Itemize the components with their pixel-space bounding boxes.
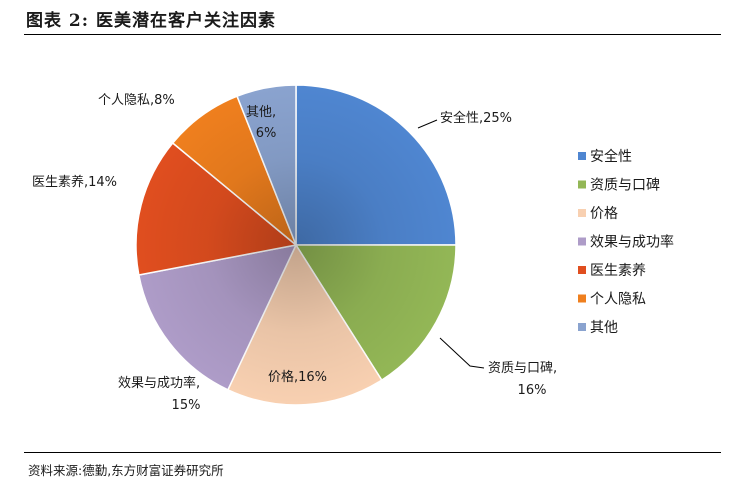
source-note: 资料来源:德勤,东方财富证券研究所 xyxy=(28,463,224,478)
legend-swatch-7 xyxy=(578,323,586,331)
legend-label-1: 安全性 xyxy=(590,148,632,165)
slice-label-value-4: 15% xyxy=(172,398,201,413)
legend-swatch-5 xyxy=(578,266,586,274)
slice-label-7: 其他, xyxy=(246,105,276,120)
legend-label-2: 资质与口碑 xyxy=(590,178,660,194)
legend-swatch-6 xyxy=(578,294,586,303)
slice-label-value-2: 16% xyxy=(518,383,547,398)
slice-label-3: 价格,16% xyxy=(268,369,327,385)
leader-line-2 xyxy=(439,337,485,369)
slice-label-4: 效果与成功率, xyxy=(118,375,200,391)
legend-label-4: 效果与成功率 xyxy=(590,234,674,251)
leader-line-1 xyxy=(417,119,438,129)
bottom-rule xyxy=(24,452,721,453)
legend-label-6: 个人隐私 xyxy=(590,292,646,308)
legend-label-5: 医生素养 xyxy=(590,263,646,279)
slice-label-2: 资质与口碑, xyxy=(488,360,557,376)
legend-label-3: 价格 xyxy=(590,206,618,222)
slice-label-5: 医生素养,14% xyxy=(32,174,117,190)
legend-swatch-3 xyxy=(578,209,586,217)
figure-title: 图表 2: 医美潜在客户关注因素 xyxy=(26,11,276,31)
legend-swatch-1 xyxy=(578,152,586,160)
pie-slice-1 xyxy=(295,84,457,246)
slice-label-6: 个人隐私,8% xyxy=(98,93,175,108)
legend-swatch-2 xyxy=(578,180,586,189)
legend-label-7: 其他 xyxy=(590,320,618,336)
slice-label-value-7: 6% xyxy=(256,126,277,141)
top-rule xyxy=(24,34,721,35)
slice-label-1: 安全性,25% xyxy=(440,110,512,126)
legend-swatch-4 xyxy=(578,237,586,246)
